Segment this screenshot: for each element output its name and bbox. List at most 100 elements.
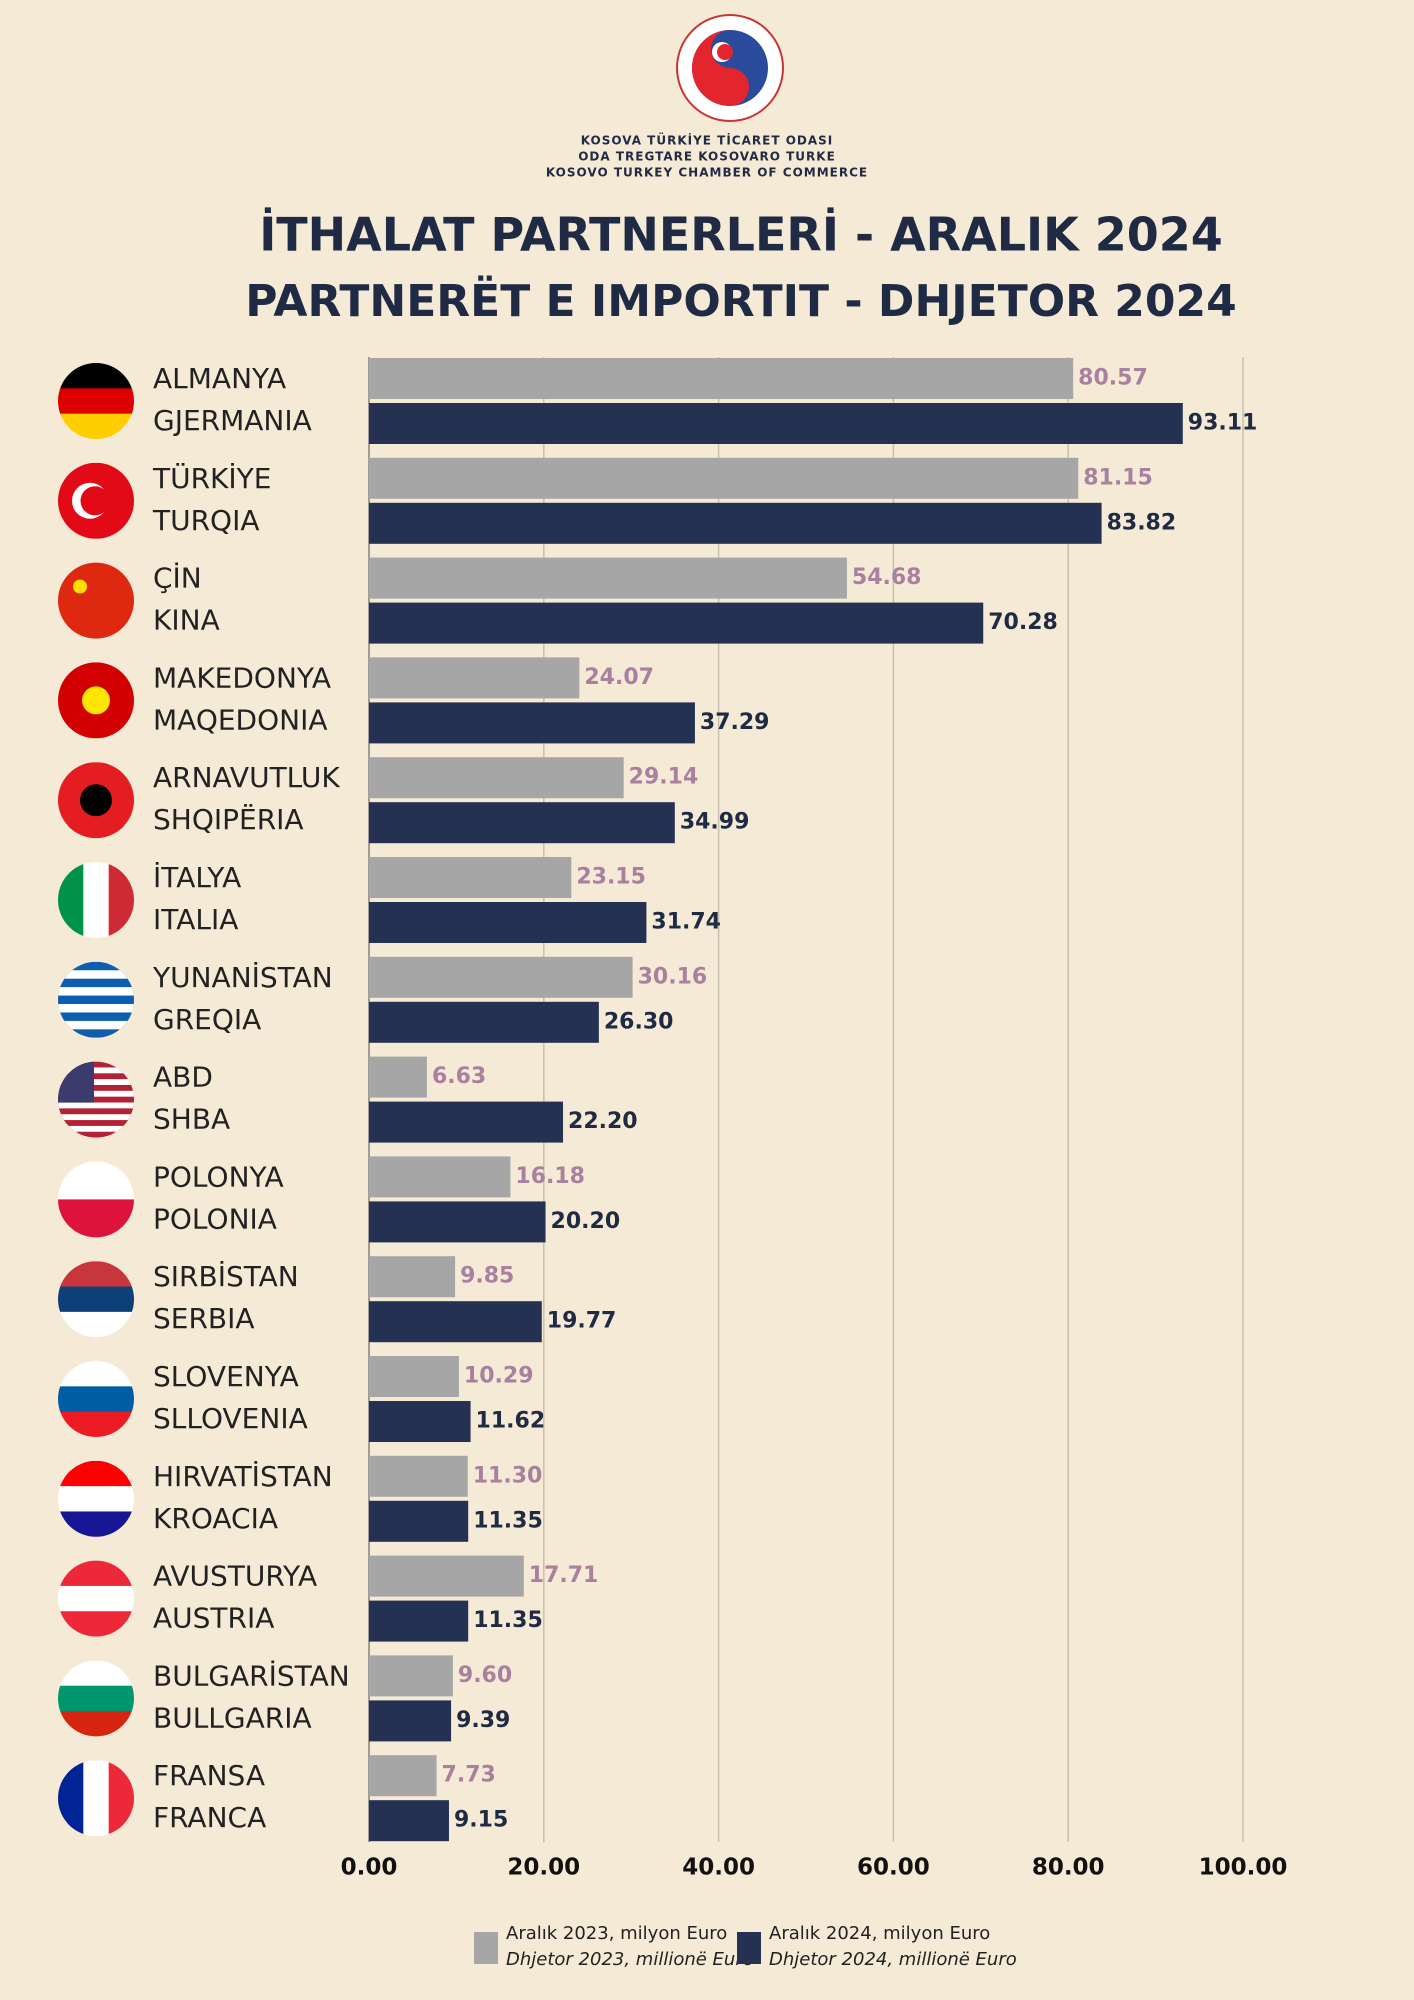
category-label: İTALYA <box>153 861 241 894</box>
category-label: MAKEDONYA <box>153 661 331 694</box>
bar <box>369 702 695 744</box>
bar <box>369 1101 564 1143</box>
bar <box>369 602 984 644</box>
category-label: POLONYA <box>153 1160 284 1193</box>
flag-stripe <box>58 1486 134 1512</box>
legend-swatch <box>737 1932 761 1964</box>
flag-body <box>58 862 134 938</box>
flag-body <box>58 961 134 1038</box>
value-label: 23.15 <box>576 865 646 890</box>
flag-body <box>58 562 134 639</box>
flag-stripe <box>58 1386 134 1413</box>
flag <box>58 562 134 639</box>
chart-title: PARTNERËT E IMPORTIT - DHJETOR 2024 <box>245 274 1237 327</box>
bar <box>369 1600 469 1642</box>
flag-stripe <box>83 862 110 938</box>
category-label: SERBIA <box>153 1302 255 1335</box>
bar <box>369 457 1079 499</box>
value-label: 17.71 <box>529 1563 599 1588</box>
flag-body <box>58 1760 134 1837</box>
logo <box>676 14 784 122</box>
bar <box>369 1401 471 1442</box>
category-label: SLLOVENIA <box>153 1402 308 1435</box>
value-label: 9.39 <box>456 1708 510 1733</box>
value-label: 6.63 <box>432 1064 486 1089</box>
bar <box>369 1800 449 1842</box>
category-label: TURQIA <box>152 504 260 537</box>
flag-field <box>58 562 134 639</box>
flag-emblem <box>80 784 112 817</box>
chart-title: İTHALAT PARTNERLERİ - ARALIK 2024 <box>259 208 1223 262</box>
flag-stripe <box>58 1114 134 1121</box>
category-label: SHQIPËRIA <box>153 803 304 836</box>
category-label: AVUSTURYA <box>153 1560 317 1593</box>
flag-body <box>58 1061 134 1138</box>
category-label: POLONIA <box>153 1202 277 1235</box>
x-tick-label: 20.00 <box>507 1855 580 1881</box>
category-label: ÇİN <box>153 562 202 595</box>
bar <box>369 1500 469 1542</box>
flag-stripe <box>58 1020 134 1030</box>
category-label: BULLGARIA <box>153 1701 312 1734</box>
legend-label: Dhjetor 2023, millionë Euro <box>506 1949 754 1970</box>
bar <box>369 1455 468 1497</box>
bar <box>369 857 572 898</box>
flag-body <box>58 762 134 839</box>
flag-stripe <box>58 1090 134 1097</box>
category-label: BULGARİSTAN <box>153 1659 350 1692</box>
category-label: FRANSA <box>153 1759 265 1792</box>
value-label: 70.28 <box>988 610 1058 635</box>
category-label: ARNAVUTLUK <box>153 761 340 794</box>
bar <box>369 1755 437 1797</box>
category-label: ITALIA <box>153 903 238 936</box>
flag <box>58 1061 134 1138</box>
flag <box>58 1660 134 1737</box>
flag <box>58 961 134 1038</box>
category-label: ALMANYA <box>153 362 286 395</box>
flag-stripe <box>58 987 134 996</box>
bar <box>369 1256 456 1298</box>
flag <box>58 662 134 739</box>
flag-stripe <box>58 388 134 415</box>
bar <box>369 657 580 699</box>
category-label: TÜRKİYE <box>152 461 271 495</box>
value-label: 34.99 <box>680 810 750 835</box>
bar <box>369 403 1183 444</box>
value-label: 54.68 <box>852 565 922 590</box>
value-label: 37.29 <box>700 710 770 735</box>
bar <box>369 1356 459 1397</box>
flag-stripe <box>58 1685 134 1712</box>
value-label: 81.15 <box>1083 465 1153 490</box>
value-label: 20.20 <box>551 1209 621 1234</box>
category-label: FRANCA <box>153 1801 266 1834</box>
flag-stripe <box>58 1125 134 1132</box>
x-tick-label: 40.00 <box>682 1855 755 1881</box>
bar <box>369 557 847 599</box>
value-label: 9.15 <box>454 1808 508 1833</box>
flag <box>58 1560 134 1637</box>
category-label: KINA <box>153 604 220 637</box>
value-label: 10.29 <box>464 1364 534 1389</box>
bar <box>369 502 1102 544</box>
bar <box>369 902 647 943</box>
flag-stripe <box>58 1286 134 1313</box>
flag <box>58 462 134 539</box>
bar <box>369 956 633 998</box>
bar <box>369 1201 546 1243</box>
category-label: SHBA <box>153 1103 230 1136</box>
value-label: 11.35 <box>473 1508 543 1533</box>
flag-stripe <box>58 1585 134 1612</box>
value-label: 16.18 <box>515 1164 585 1189</box>
value-label: 93.11 <box>1188 411 1258 436</box>
bar <box>369 757 624 799</box>
value-label: 9.60 <box>458 1663 512 1688</box>
category-label: SLOVENYA <box>153 1360 299 1393</box>
legend-label: Aralık 2023, milyon Euro <box>506 1923 727 1944</box>
category-label: AUSTRIA <box>153 1602 274 1635</box>
value-label: 31.74 <box>651 910 721 935</box>
flag <box>58 1261 134 1338</box>
bar <box>369 1056 427 1098</box>
category-label: HIRVATİSTAN <box>153 1460 333 1493</box>
